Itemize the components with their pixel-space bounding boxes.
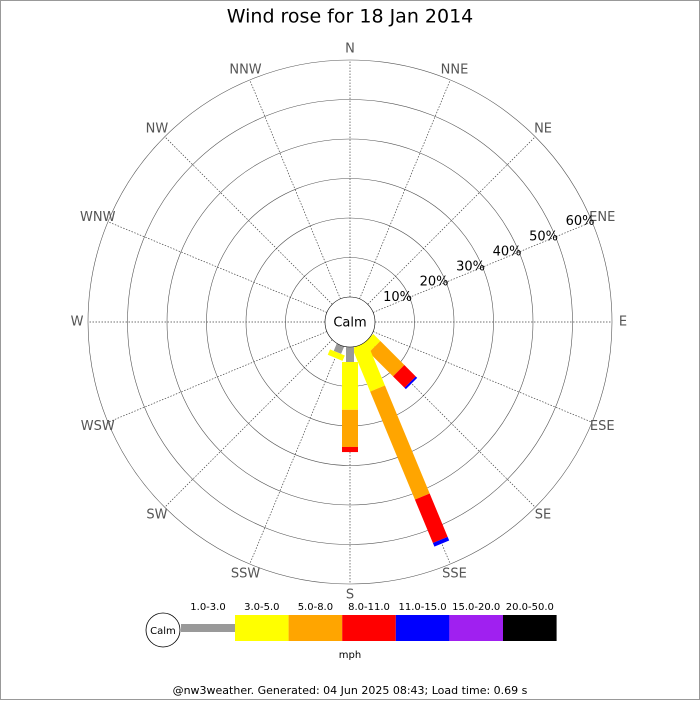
legend-label: 8.0-11.0 xyxy=(348,602,390,613)
calm-label: Calm xyxy=(333,316,366,331)
legend-calm-label: Calm xyxy=(150,626,176,637)
legend-unit: mph xyxy=(339,650,361,661)
direction-label: N xyxy=(345,42,355,57)
direction-label: E xyxy=(619,315,627,330)
direction-label: SSE xyxy=(442,567,467,582)
grid-circle xyxy=(127,99,573,545)
spoke xyxy=(107,221,328,313)
spoke xyxy=(249,79,341,300)
r-tick-label: 20% xyxy=(420,275,449,290)
legend-label: 1.0-3.0 xyxy=(190,602,225,613)
bar-segment xyxy=(393,365,416,388)
legend-swatch xyxy=(503,615,557,641)
legend-swatch xyxy=(181,624,235,632)
bar-segment xyxy=(342,409,358,447)
bars xyxy=(327,334,450,547)
direction-label: SE xyxy=(535,508,551,523)
spoke xyxy=(367,136,536,305)
bar-segment xyxy=(342,362,358,410)
direction-label: NE xyxy=(534,121,552,136)
spoke xyxy=(372,331,593,423)
direction-label: SSW xyxy=(231,567,261,582)
direction-label: WSW xyxy=(81,419,115,434)
bar-segment xyxy=(352,342,385,392)
grid-circle xyxy=(166,138,534,506)
bar-segment xyxy=(346,347,354,363)
spoke xyxy=(164,136,333,305)
grid-circle xyxy=(87,59,613,585)
calm-circle xyxy=(324,296,376,348)
bar-segment xyxy=(369,341,405,377)
bar-segment xyxy=(404,376,418,390)
spoke xyxy=(372,221,593,313)
r-tick-label: 40% xyxy=(493,244,522,259)
direction-label: NNE xyxy=(441,62,469,77)
spoke xyxy=(359,79,451,300)
footer: @nw3weather. Generated: 04 Jun 2025 08:4… xyxy=(173,684,528,697)
spoke xyxy=(107,331,328,423)
r-tick-label: 50% xyxy=(529,229,558,244)
bar-segment xyxy=(327,349,345,361)
direction-label: S xyxy=(346,588,354,603)
legend-swatch xyxy=(395,615,450,641)
legend-calm-circle xyxy=(145,612,181,648)
direction-label: NW xyxy=(146,121,169,136)
direction-label: NNW xyxy=(229,62,261,77)
r-tick-label: 30% xyxy=(456,260,485,275)
r-tick-label: 10% xyxy=(383,290,412,305)
direction-label: ESE xyxy=(590,419,615,434)
legend-swatch xyxy=(288,615,343,641)
spoke xyxy=(249,344,341,565)
legend-label: 3.0-5.0 xyxy=(244,602,279,613)
legend-label: 20.0-50.0 xyxy=(506,602,554,613)
bar-segment xyxy=(342,446,358,453)
direction-label: W xyxy=(71,315,84,330)
direction-label: SW xyxy=(146,508,167,523)
direction-label: WNW xyxy=(80,210,116,225)
bar-segment xyxy=(414,493,448,544)
legend-swatch xyxy=(449,615,503,641)
bar-segment xyxy=(370,385,430,500)
legend-label: 11.0-15.0 xyxy=(399,602,447,613)
legend-label: 5.0-8.0 xyxy=(298,602,333,613)
bar-segment xyxy=(432,536,450,547)
r-tick-label: 60% xyxy=(566,214,595,229)
legend-swatch xyxy=(235,615,289,641)
spoke xyxy=(164,339,333,508)
legend-label: 15.0-20.0 xyxy=(452,602,500,613)
bar-segment xyxy=(333,343,345,354)
legend-swatch xyxy=(342,615,396,641)
chart-title: Wind rose for 18 Jan 2014 xyxy=(227,6,474,28)
direction-label: ENE xyxy=(589,210,615,225)
